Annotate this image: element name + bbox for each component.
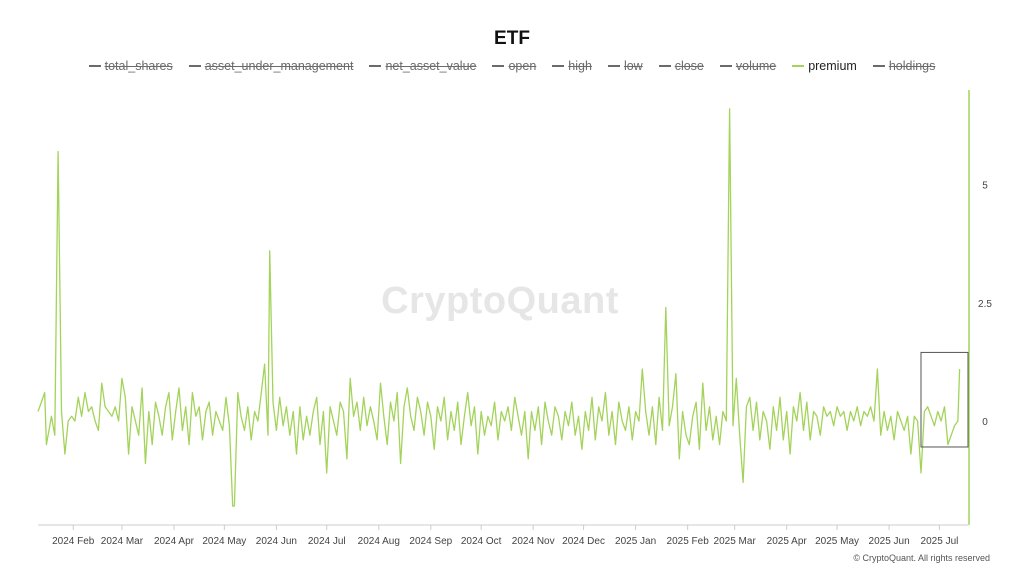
legend-label: close <box>674 59 704 73</box>
x-tick-label: 2024 Nov <box>512 536 555 547</box>
highlight-box <box>920 351 969 448</box>
legend-item-open[interactable]: open <box>492 59 536 73</box>
legend-label: low <box>623 59 643 73</box>
x-tick-label: 2024 May <box>202 536 246 547</box>
legend-swatch <box>369 65 382 67</box>
x-tick-label: 2025 Jun <box>869 536 910 547</box>
chart-title: ETF <box>494 28 530 49</box>
x-tick-label: 2024 Oct <box>461 536 502 547</box>
legend-swatch <box>607 65 620 67</box>
legend-label: premium <box>808 59 857 73</box>
y-tick-label: 0 <box>982 417 988 428</box>
legend-label: open <box>508 59 537 73</box>
x-tick-label: 2024 Apr <box>154 536 195 547</box>
legend-label: total_shares <box>104 59 173 73</box>
x-tick-label: 2024 Feb <box>52 536 95 547</box>
legend-swatch <box>872 65 885 67</box>
legend-label: holdings <box>888 59 936 73</box>
legend-item-net-asset-value[interactable]: net_asset_value <box>369 59 476 73</box>
legend-swatch <box>658 65 671 67</box>
copyright-notice: © CryptoQuant. All rights reserved <box>853 553 990 563</box>
legend-swatch <box>552 65 565 67</box>
legend-swatch <box>792 65 805 67</box>
x-tick-label: 2025 Apr <box>767 536 808 547</box>
y-tick-label: 5 <box>982 181 988 192</box>
series-line-premium <box>37 108 961 507</box>
legend-label: high <box>568 59 592 73</box>
legend-item-asset-under-management[interactable]: asset_under_management <box>188 59 354 73</box>
x-tick-label: 2025 Mar <box>714 536 757 547</box>
x-tick-label: 2025 Jan <box>615 536 656 547</box>
legend-swatch <box>88 65 101 67</box>
legend-label: net_asset_value <box>385 59 477 73</box>
x-tick-label: 2025 May <box>815 536 859 547</box>
x-tick-label: 2024 Jul <box>308 536 346 547</box>
x-tick-label: 2025 Jul <box>921 536 959 547</box>
x-tick-label: 2024 Jun <box>256 536 297 547</box>
legend-item-premium[interactable]: premium <box>792 59 857 73</box>
legend-swatch <box>719 65 732 67</box>
legend-item-volume[interactable]: volume <box>719 59 777 73</box>
legend-label: volume <box>735 59 777 73</box>
y-tick-label: 2.5 <box>978 299 992 310</box>
legend-item-total-shares[interactable]: total_shares <box>88 59 173 73</box>
x-tick-label: 2024 Sep <box>409 536 452 547</box>
x-tick-label: 2024 Dec <box>562 536 605 547</box>
legend-item-close[interactable]: close <box>658 59 704 73</box>
legend-label: asset_under_management <box>204 59 354 73</box>
legend-swatch <box>492 65 505 67</box>
x-tick-label: 2025 Feb <box>667 536 710 547</box>
legend-item-low[interactable]: low <box>607 59 643 73</box>
chart-overlay <box>920 351 969 448</box>
legend-swatch <box>188 65 201 67</box>
legend-item-holdings[interactable]: holdings <box>872 59 936 73</box>
chart-legend: total_shares asset_under_management net_as… <box>0 59 1024 73</box>
x-tick-label: 2024 Aug <box>358 536 400 547</box>
x-tick-label: 2024 Mar <box>101 536 144 547</box>
legend-item-high[interactable]: high <box>552 59 592 73</box>
chart-axes: 2024 Feb 2024 Mar 2024 Apr 2024 May 2024 Jun… <box>38 90 992 547</box>
chart-series <box>37 108 961 507</box>
